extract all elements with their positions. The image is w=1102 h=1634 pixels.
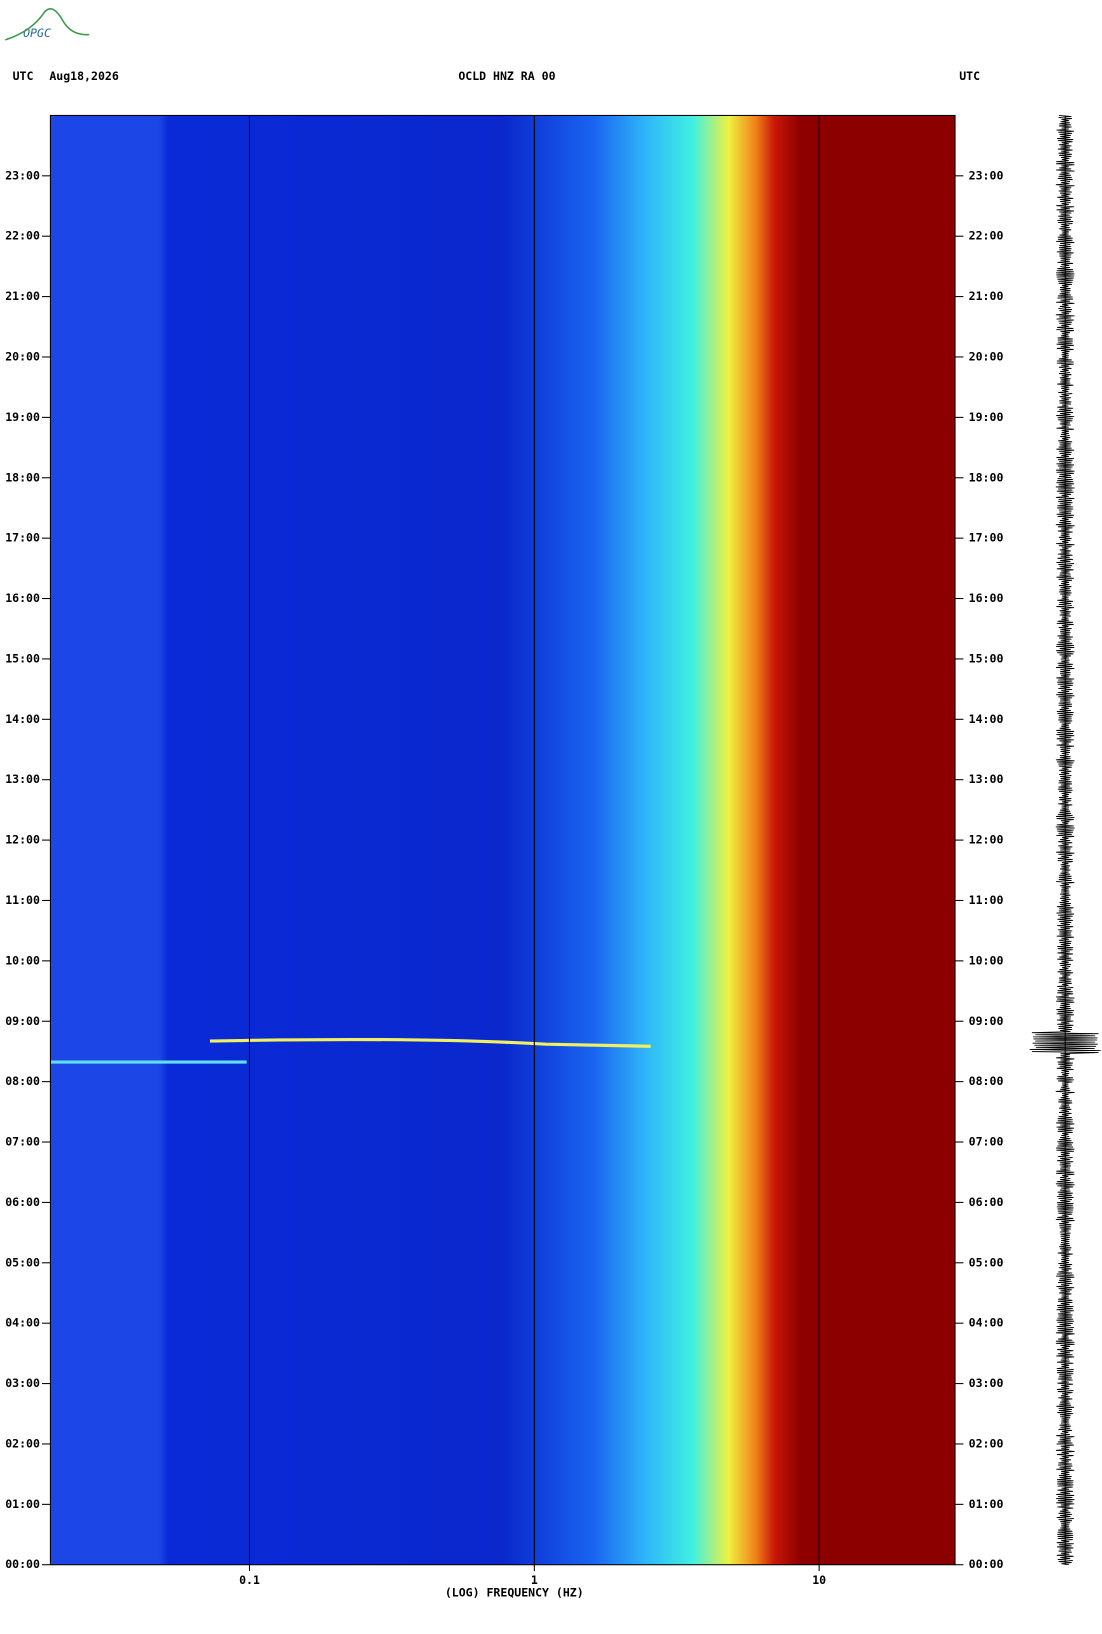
x-tick-label: 0.1 xyxy=(239,1573,260,1587)
y-tick-label: 21:00 xyxy=(969,289,1004,303)
y-tick-label: 11:00 xyxy=(969,893,1004,907)
y-label-right: UTC xyxy=(959,69,980,83)
y-tick-label: 06:00 xyxy=(969,1195,1004,1209)
y-tick-label: 05:00 xyxy=(5,1255,40,1269)
y-tick-label: 15:00 xyxy=(969,651,1004,665)
y-tick-label: 19:00 xyxy=(5,410,40,424)
y-tick-label: 16:00 xyxy=(5,591,40,605)
y-tick-label: 17:00 xyxy=(5,531,40,545)
y-tick-label: 15:00 xyxy=(5,651,40,665)
chart-title: OCLD HNZ RA 00 xyxy=(458,69,555,83)
y-tick-label: 14:00 xyxy=(5,712,40,726)
y-tick-label: 21:00 xyxy=(5,289,40,303)
y-tick-label: 09:00 xyxy=(969,1014,1004,1028)
x-tick-label: 10 xyxy=(812,1573,826,1587)
y-tick-label: 04:00 xyxy=(969,1316,1004,1330)
y-tick-label: 00:00 xyxy=(5,1557,40,1571)
logo-swoosh xyxy=(5,8,90,41)
y-tick-label: 08:00 xyxy=(5,1074,40,1088)
y-tick-label: 12:00 xyxy=(5,833,40,847)
y-label-left: UTC xyxy=(13,69,34,83)
y-tick-label: 06:00 xyxy=(5,1195,40,1209)
y-tick-label: 07:00 xyxy=(5,1135,40,1149)
y-tick-label: 02:00 xyxy=(969,1436,1004,1450)
y-tick-label: 10:00 xyxy=(5,953,40,967)
y-tick-label: 14:00 xyxy=(969,712,1004,726)
y-tick-label: 03:00 xyxy=(5,1376,40,1390)
x-axis-label: (LOG) FREQUENCY (HZ) xyxy=(445,1586,584,1600)
y-tick-label: 20:00 xyxy=(5,349,40,363)
event-trace xyxy=(209,1037,651,1048)
y-tick-label: 18:00 xyxy=(5,470,40,484)
y-tick-label: 00:00 xyxy=(969,1557,1004,1571)
y-tick-label: 19:00 xyxy=(969,410,1004,424)
spectrogram-field xyxy=(50,115,956,1565)
y-tick-label: 16:00 xyxy=(969,591,1004,605)
y-tick-label: 12:00 xyxy=(969,833,1004,847)
y-tick-label: 08:00 xyxy=(969,1074,1004,1088)
y-tick-label: 23:00 xyxy=(969,168,1004,182)
y-tick-label: 01:00 xyxy=(5,1497,40,1511)
logo: OPGC xyxy=(23,26,51,40)
y-tick-label: 13:00 xyxy=(5,772,40,786)
x-tick-label: 1 xyxy=(531,1573,538,1587)
y-tick-label: 22:00 xyxy=(969,229,1004,243)
y-tick-label: 01:00 xyxy=(969,1497,1004,1511)
y-tick-label: 22:00 xyxy=(5,229,40,243)
y-tick-label: 02:00 xyxy=(5,1436,40,1450)
seismogram xyxy=(1029,115,1101,1566)
y-tick-label: 05:00 xyxy=(969,1255,1004,1269)
y-tick-label: 07:00 xyxy=(969,1135,1004,1149)
y-tick-label: 10:00 xyxy=(969,953,1004,967)
y-tick-label: 09:00 xyxy=(5,1014,40,1028)
date: Aug18,2026 xyxy=(49,69,118,83)
y-tick-label: 18:00 xyxy=(969,470,1004,484)
y-tick-label: 03:00 xyxy=(969,1376,1004,1390)
y-tick-label: 17:00 xyxy=(969,531,1004,545)
y-tick-label: 04:00 xyxy=(5,1316,40,1330)
y-tick-label: 11:00 xyxy=(5,893,40,907)
y-tick-label: 13:00 xyxy=(969,772,1004,786)
y-tick-label: 23:00 xyxy=(5,168,40,182)
y-tick-label: 20:00 xyxy=(969,349,1004,363)
